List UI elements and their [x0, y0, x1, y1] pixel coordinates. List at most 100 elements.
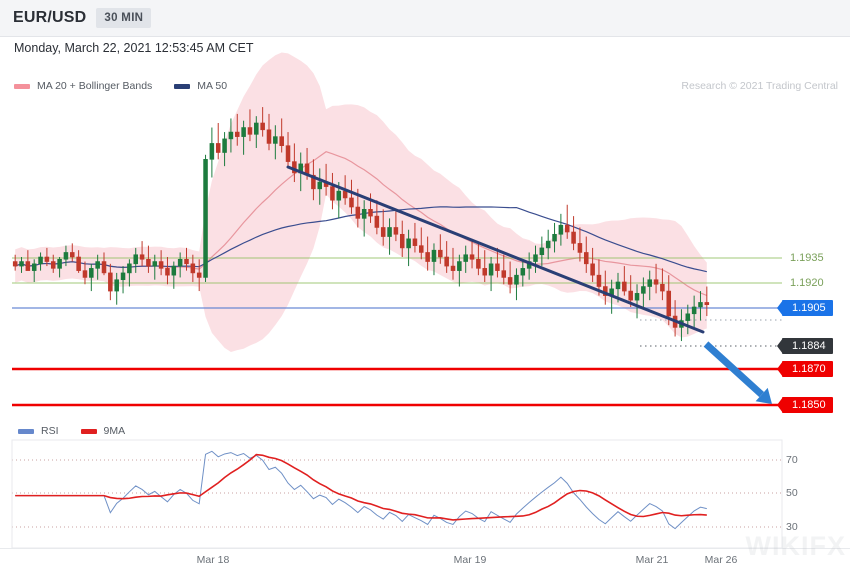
candlestick	[184, 247, 189, 271]
candlestick	[190, 254, 196, 282]
candlestick	[419, 227, 424, 260]
price-legend-label: MA 20 + Bollinger Bands	[37, 80, 153, 92]
price-legend-item[interactable]: MA 20 + Bollinger Bands	[14, 80, 152, 92]
candlestick	[76, 250, 81, 273]
legend-swatch-icon	[18, 428, 34, 434]
attribution-label: Research © 2021 Trading Central	[681, 80, 838, 92]
price-legend-label: MA 50	[197, 80, 228, 92]
candlestick	[12, 254, 18, 271]
candlestick	[177, 252, 183, 278]
candlestick	[558, 213, 564, 246]
candlestick	[444, 241, 449, 273]
candlestick	[285, 132, 291, 169]
candlestick	[57, 257, 62, 278]
price-level-label[interactable]: 1.1920	[790, 277, 824, 289]
candlestick	[469, 238, 475, 269]
rsi-legend: RSI 9MA	[18, 425, 147, 437]
candlestick	[463, 245, 468, 273]
rsi-legend-item[interactable]: 9MA	[80, 425, 126, 437]
candlestick	[31, 259, 37, 282]
legend-swatch-icon	[14, 83, 30, 89]
price-level-label[interactable]: 1.1935	[790, 252, 824, 264]
price-level-label[interactable]: 1.1905	[777, 300, 833, 316]
candlestick	[520, 259, 526, 287]
candlestick	[228, 118, 234, 153]
candlestick	[685, 304, 691, 335]
candlestick	[101, 252, 107, 276]
rsi-legend-label: 9MA	[103, 425, 126, 437]
candlestick	[25, 250, 31, 271]
candlestick	[412, 222, 418, 253]
price-level-label[interactable]: 1.1870	[777, 361, 833, 377]
candlestick	[89, 263, 94, 292]
candlestick	[488, 257, 494, 292]
candlestick	[457, 254, 462, 287]
candlestick	[241, 120, 246, 155]
candlestick	[44, 247, 50, 267]
candlestick	[139, 241, 145, 267]
candlestick	[95, 254, 100, 280]
candlestick	[552, 222, 557, 253]
candlestick	[647, 270, 652, 301]
candlestick	[330, 172, 335, 210]
legend-swatch-icon	[80, 428, 97, 434]
chart-header: EUR/USD 30 MIN	[0, 0, 850, 37]
candlestick	[215, 122, 221, 160]
candlestick	[393, 211, 399, 242]
candlestick	[196, 259, 202, 292]
timestamp-label: Monday, March 22, 2021 12:53:45 AM CET	[14, 41, 254, 55]
rsi-level-label: 30	[786, 521, 798, 533]
x-axis: Mar 18 Mar 19 Mar 21 Mar 26	[0, 548, 850, 576]
symbol-title: EUR/USD	[13, 9, 87, 26]
candlestick	[545, 229, 551, 260]
price-legend-item[interactable]: MA 50	[174, 80, 227, 92]
candlestick	[209, 127, 215, 178]
candlestick	[171, 261, 177, 289]
candlestick	[399, 220, 405, 257]
rsi-chart-pane[interactable]	[0, 439, 850, 549]
candlestick	[120, 266, 126, 294]
candlestick	[158, 250, 164, 276]
candlestick	[691, 295, 697, 328]
rsi-level-label: 70	[786, 454, 798, 466]
rsi-level-label: 50	[786, 487, 798, 499]
x-axis-tick: Mar 26	[704, 554, 738, 566]
candlestick	[165, 257, 170, 285]
candlestick	[660, 268, 665, 301]
x-axis-tick: Mar 21	[635, 554, 669, 566]
candlestick	[431, 243, 437, 276]
candlestick	[495, 247, 500, 278]
candlestick	[266, 113, 272, 151]
candlestick	[653, 263, 659, 294]
candlestick	[70, 243, 75, 262]
candlestick	[50, 254, 56, 273]
candlestick	[247, 109, 253, 142]
candlestick	[374, 200, 380, 235]
candlestick	[317, 168, 323, 205]
candlestick	[634, 284, 640, 319]
candlestick	[380, 209, 386, 246]
rsi-legend-item[interactable]: RSI	[18, 425, 59, 437]
candlestick	[641, 277, 646, 307]
timeframe-badge[interactable]: 30 MIN	[96, 8, 152, 28]
candlestick	[361, 200, 367, 237]
candlestick	[19, 257, 24, 273]
rsi-ma-line	[15, 453, 707, 521]
candlestick	[279, 118, 284, 153]
rsi-line	[15, 450, 707, 530]
price-level-label[interactable]: 1.1884	[777, 338, 833, 354]
candlestick	[38, 252, 43, 271]
price-level-label[interactable]: 1.1850	[777, 397, 833, 413]
rsi-legend-label: RSI	[41, 425, 59, 437]
price-chart-pane[interactable]	[0, 52, 850, 416]
candlestick	[63, 245, 69, 267]
candlestick	[698, 291, 703, 321]
candlestick	[127, 259, 132, 287]
candlestick	[387, 218, 392, 255]
candlestick	[704, 286, 710, 317]
legend-swatch-icon	[174, 83, 191, 89]
candlestick	[133, 247, 139, 273]
candlestick	[539, 236, 545, 267]
bollinger-band-cloud	[15, 52, 707, 352]
